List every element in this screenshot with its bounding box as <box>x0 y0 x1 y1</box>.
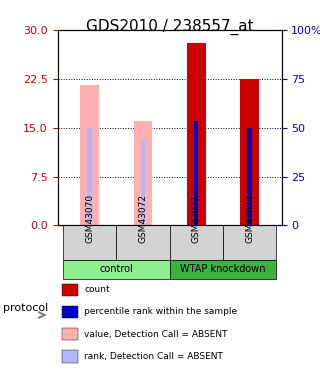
Bar <box>80 86 99 225</box>
Text: GSM43072: GSM43072 <box>139 194 148 243</box>
Text: protocol: protocol <box>3 303 48 313</box>
Bar <box>133 121 152 225</box>
Text: count: count <box>84 285 110 294</box>
Bar <box>194 121 198 225</box>
Text: GDS2010 / 238557_at: GDS2010 / 238557_at <box>86 19 253 35</box>
Bar <box>87 128 92 225</box>
Bar <box>240 79 259 225</box>
Bar <box>247 128 252 225</box>
FancyBboxPatch shape <box>63 260 170 279</box>
FancyBboxPatch shape <box>170 260 276 279</box>
Bar <box>187 43 205 225</box>
Bar <box>62 328 78 340</box>
Text: GSM43071: GSM43071 <box>192 194 201 243</box>
Text: control: control <box>100 264 133 274</box>
Bar <box>62 284 78 296</box>
FancyBboxPatch shape <box>63 225 116 260</box>
Bar <box>62 306 78 318</box>
Text: GSM43070: GSM43070 <box>85 194 94 243</box>
Bar <box>62 350 78 363</box>
FancyBboxPatch shape <box>223 225 276 260</box>
Bar <box>141 141 145 225</box>
Text: WTAP knockdown: WTAP knockdown <box>180 264 266 274</box>
Text: rank, Detection Call = ABSENT: rank, Detection Call = ABSENT <box>84 352 223 361</box>
FancyBboxPatch shape <box>170 225 223 260</box>
Text: percentile rank within the sample: percentile rank within the sample <box>84 308 238 316</box>
FancyBboxPatch shape <box>116 225 170 260</box>
Text: GSM43073: GSM43073 <box>245 194 254 243</box>
Text: value, Detection Call = ABSENT: value, Detection Call = ABSENT <box>84 330 228 339</box>
